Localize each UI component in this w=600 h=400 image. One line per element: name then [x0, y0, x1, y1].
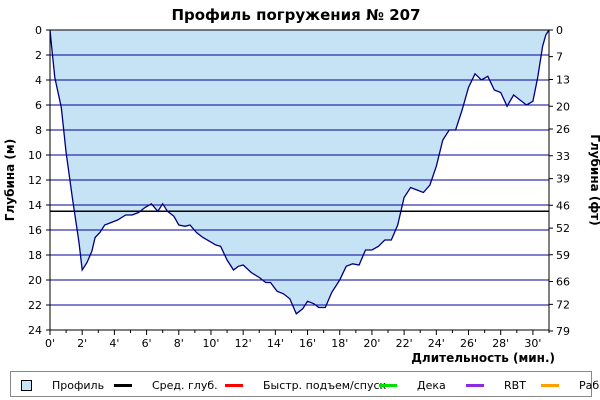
- y-tick-label-left: 22: [28, 299, 42, 312]
- x-tick-label: 4': [109, 337, 119, 350]
- y-tick-label-right: 39: [556, 173, 570, 186]
- y-axis-label-left: Глубина (м): [3, 139, 17, 221]
- y-tick-label-right: 72: [556, 298, 570, 311]
- x-axis-label: Длительность (мин.): [411, 351, 555, 365]
- y-tick-label-left: 6: [35, 99, 42, 112]
- legend-swatch-rbt: [466, 383, 484, 387]
- y-tick-label-right: 33: [556, 150, 570, 163]
- y-tick-label-right: 79: [556, 325, 570, 338]
- chart-legend: Профиль Сред. глуб. Быстр. подъем/спуск …: [10, 371, 600, 397]
- x-tick-label: 14': [267, 337, 284, 350]
- legend-swatch-profile: [21, 379, 32, 391]
- y-tick-label-right: 52: [556, 222, 570, 235]
- legend-swatch-work: [541, 383, 559, 387]
- legend-item-work: Раб.: [541, 378, 600, 392]
- y-axis-label-right: Глубина (фт): [588, 134, 600, 225]
- y-tick-label-right: 26: [556, 123, 570, 136]
- x-tick-label: 20': [363, 337, 380, 350]
- y-tick-label-left: 12: [28, 174, 42, 187]
- x-tick-label: 2': [77, 337, 87, 350]
- legend-item-average-depth: Сред. глуб.: [114, 378, 218, 392]
- y-tick-label-left: 16: [28, 224, 42, 237]
- y-tick-label-right: 66: [556, 276, 570, 289]
- x-tick-label: 30': [524, 337, 541, 350]
- legend-swatch-average: [114, 383, 132, 387]
- legend-label: Быстр. подъем/спуск: [263, 378, 387, 392]
- x-tick-label: 24': [428, 337, 445, 350]
- y-tick-label-left: 2: [35, 49, 42, 62]
- plot-area: 0246810121416182022240713202633394652596…: [28, 24, 570, 350]
- legend-label: Профиль: [52, 378, 105, 392]
- y-tick-label-right: 46: [556, 199, 570, 212]
- profile-line: [49, 29, 550, 315]
- y-tick-label-left: 0: [35, 24, 42, 37]
- y-tick-label-left: 20: [28, 274, 42, 287]
- y-tick-label-right: 13: [556, 74, 570, 87]
- y-tick-label-right: 0: [556, 24, 563, 37]
- y-tick-label-left: 4: [35, 74, 42, 87]
- y-tick-label-left: 8: [35, 124, 42, 137]
- x-tick-label: 6': [142, 337, 152, 350]
- legend-swatch-fast-ascent: [225, 383, 243, 387]
- profile-area: [50, 30, 549, 314]
- x-tick-label: 16': [299, 337, 316, 350]
- x-tick-label: 28': [492, 337, 509, 350]
- legend-label: Раб.: [579, 378, 600, 392]
- x-tick-label: 26': [460, 337, 477, 350]
- x-tick-label: 22': [396, 337, 413, 350]
- legend-item-rbt: RBT: [466, 378, 526, 392]
- legend-item-fast-ascent: Быстр. подъем/спуск: [225, 378, 386, 392]
- x-tick-label: 0': [45, 337, 55, 350]
- y-tick-label-right: 59: [556, 249, 570, 262]
- y-tick-label-left: 10: [28, 149, 42, 162]
- x-tick-label: 12': [235, 337, 252, 350]
- y-tick-label-right: 7: [556, 51, 563, 64]
- x-tick-label: 18': [331, 337, 348, 350]
- y-tick-label-left: 14: [28, 199, 42, 212]
- legend-label: RBT: [504, 378, 526, 392]
- dive-profile-chart: Профиль погружения № 207 024681012141618…: [3, 6, 600, 365]
- legend-item-profile: Профиль: [21, 378, 104, 392]
- x-tick-label: 8': [174, 337, 184, 350]
- legend-label: Сред. глуб.: [152, 378, 218, 392]
- y-tick-label-left: 18: [28, 249, 42, 262]
- x-tick-label: 10': [202, 337, 219, 350]
- y-tick-label-left: 24: [28, 324, 42, 337]
- legend-item-deco: Дека: [379, 378, 446, 392]
- legend-swatch-deco: [379, 383, 397, 387]
- legend-label: Дека: [417, 378, 446, 392]
- chart-title: Профиль погружения № 207: [171, 6, 420, 24]
- y-tick-label-right: 20: [556, 100, 570, 113]
